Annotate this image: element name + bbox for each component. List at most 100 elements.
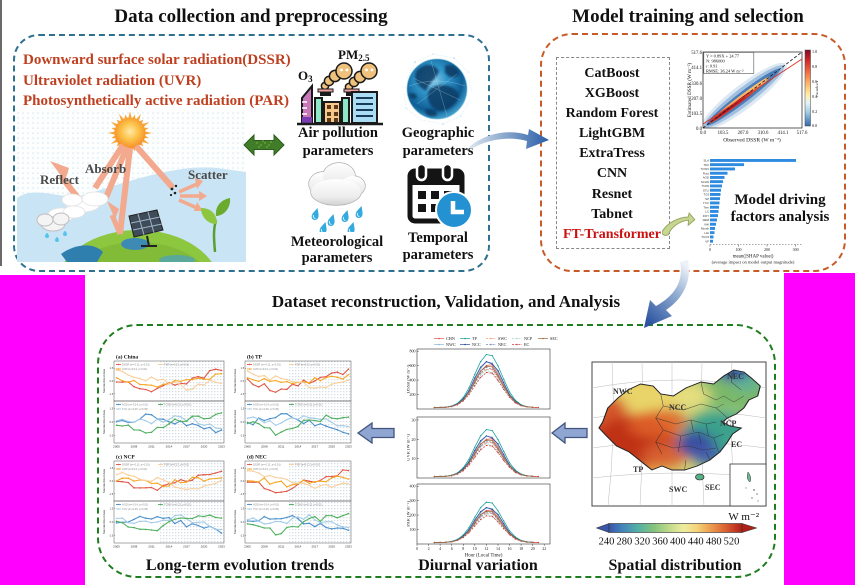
svg-text:2017: 2017 <box>311 545 318 549</box>
svg-text:Reflect: Reflect <box>40 172 80 187</box>
svg-text:PSR (s=0.12, p<0.01): PSR (s=0.12, p<0.01) <box>164 463 189 467</box>
svg-text:280: 280 <box>617 537 633 548</box>
svg-text:1.5: 1.5 <box>110 407 114 411</box>
svg-text:1.5: 1.5 <box>241 407 245 411</box>
svg-text:TDir: TDir <box>704 163 709 167</box>
svg-text:NEC: NEC <box>727 372 744 381</box>
svg-text:414.1: 414.1 <box>778 131 789 136</box>
svg-text:0.0: 0.0 <box>812 123 817 128</box>
svg-text:520: 520 <box>724 537 740 548</box>
svg-text:0.0: 0.0 <box>241 479 245 483</box>
svg-text:LHI: LHI <box>705 231 710 235</box>
svg-text:Observed DSSR (W m⁻²): Observed DSSR (W m⁻²) <box>723 137 781 144</box>
svg-text:400: 400 <box>670 537 686 548</box>
svg-text:8: 8 <box>462 546 464 551</box>
svg-text:320: 320 <box>634 537 650 548</box>
svg-text:PSR (s=0.12, p<0.01): PSR (s=0.12, p<0.01) <box>295 463 320 467</box>
svg-text:-1.5: -1.5 <box>240 392 245 396</box>
svg-text:12: 12 <box>484 546 488 551</box>
svg-text:TCC (s=-0.06, p<0.05): TCC (s=-0.06, p<0.05) <box>253 507 279 511</box>
svg-text:2023: 2023 <box>218 545 225 549</box>
svg-text:207.0: 207.0 <box>738 131 749 136</box>
svg-text:1.5: 1.5 <box>241 507 245 511</box>
svg-text:EC: EC <box>731 440 742 449</box>
svg-text:480: 480 <box>706 537 722 548</box>
svg-text:0.0: 0.0 <box>110 520 114 524</box>
svg-text:AOD (s=-0.14, p<0.01): AOD (s=-0.14, p<0.01) <box>253 503 279 507</box>
svg-text:1.5: 1.5 <box>110 507 114 511</box>
svg-text:VF: VF <box>705 239 709 243</box>
svg-text:2008: 2008 <box>131 545 138 549</box>
svg-text:SP: SP <box>705 197 709 201</box>
svg-text:SWC: SWC <box>669 485 687 494</box>
svg-text:4: 4 <box>439 546 441 551</box>
svg-text:20: 20 <box>531 546 535 551</box>
svg-text:Frequency: Frequency <box>816 81 819 98</box>
svg-text:200: 200 <box>410 513 416 518</box>
svg-text:(a) China: (a) China <box>116 354 138 361</box>
svg-text:DSSR (W m⁻²): DSSR (W m⁻²) <box>407 364 411 393</box>
svg-text:PSR (s=0.12, p<0.01): PSR (s=0.12, p<0.01) <box>164 363 189 367</box>
svg-text:O3: O3 <box>298 68 313 84</box>
svg-text:2008: 2008 <box>261 445 268 449</box>
svg-text:DOY: DOY <box>703 214 709 218</box>
svg-text:DSSR (s=-0.11, p<0.01): DSSR (s=-0.11, p<0.01) <box>122 463 150 467</box>
svg-text:UVR (s=0.13, p<0.01): UVR (s=0.13, p<0.01) <box>122 367 147 371</box>
svg-text:0.0: 0.0 <box>241 420 245 424</box>
svg-text:AOD (s=-0.14, p<0.01): AOD (s=-0.14, p<0.01) <box>253 403 279 407</box>
svg-text:(d) NEC: (d) NEC <box>247 454 267 461</box>
svg-text:14: 14 <box>496 546 500 551</box>
svg-text:Standardized data: Standardized data <box>233 509 237 534</box>
svg-text:UVR (s=0.13, p<0.01): UVR (s=0.13, p<0.01) <box>253 367 278 371</box>
svg-text:Standardized data: Standardized data <box>233 468 237 493</box>
svg-text:2017: 2017 <box>311 445 318 449</box>
svg-text:1.5: 1.5 <box>110 366 114 370</box>
svg-text:(c) NCP: (c) NCP <box>116 454 135 461</box>
svg-text:Y = 0.89X + 24.77: Y = 0.89X + 24.77 <box>706 54 740 59</box>
svg-text:2020: 2020 <box>328 545 335 549</box>
svg-text:0.0: 0.0 <box>110 479 114 483</box>
svg-text:800: 800 <box>410 349 416 354</box>
svg-text:(average impact on model outpu: (average impact on model output magnitud… <box>712 260 795 265</box>
svg-text:2011: 2011 <box>148 445 155 449</box>
svg-text:Standardized data: Standardized data <box>102 468 106 493</box>
svg-text:SCLW: SCLW <box>701 180 709 184</box>
svg-text:517.6: 517.6 <box>691 51 702 56</box>
svg-text:Rout: Rout <box>703 171 709 175</box>
svg-text:DSSR (s=-0.11, p<0.01): DSSR (s=-0.11, p<0.01) <box>253 363 281 367</box>
svg-text:200: 200 <box>410 392 416 397</box>
svg-text:2008: 2008 <box>131 445 138 449</box>
svg-text:0.0: 0.0 <box>110 420 114 424</box>
svg-text:330.6: 330.6 <box>691 82 702 87</box>
svg-text:TO3: TO3 <box>703 193 709 197</box>
svg-text:2020: 2020 <box>201 445 208 449</box>
svg-text:-1.5: -1.5 <box>109 433 114 437</box>
svg-text:207.0: 207.0 <box>691 97 702 102</box>
svg-text:-1.5: -1.5 <box>109 533 114 537</box>
svg-text:TCIW: TCIW <box>702 184 710 188</box>
svg-text:TCC (s=-0.06, p<0.05): TCC (s=-0.06, p<0.05) <box>122 407 148 411</box>
svg-text:CHN: CHN <box>446 336 455 341</box>
svg-text:100: 100 <box>410 527 416 532</box>
svg-text:0.4: 0.4 <box>812 94 818 99</box>
svg-text:1.5: 1.5 <box>241 466 245 470</box>
svg-text:18: 18 <box>519 546 523 551</box>
svg-text:0.6: 0.6 <box>812 79 817 84</box>
svg-text:TCC (s=-0.06, p<0.05): TCC (s=-0.06, p<0.05) <box>253 407 279 411</box>
svg-text:Absorb: Absorb <box>85 161 126 176</box>
svg-text:16: 16 <box>508 546 512 551</box>
svg-text:SLA: SLA <box>704 159 710 163</box>
svg-text:240: 240 <box>599 537 615 548</box>
svg-text:200: 200 <box>764 247 770 252</box>
svg-text:Standardized data: Standardized data <box>233 368 237 393</box>
svg-text:Tem: Tem <box>704 205 710 209</box>
svg-text:NWC: NWC <box>446 342 456 347</box>
svg-text:-1.5: -1.5 <box>240 533 245 537</box>
svg-text:TCC: TCC <box>703 201 709 205</box>
svg-text:10: 10 <box>412 456 416 461</box>
svg-text:2: 2 <box>428 546 430 551</box>
svg-text:1.5: 1.5 <box>110 466 114 470</box>
svg-text:2020: 2020 <box>328 445 335 449</box>
svg-text:DSSR (s=-0.11, p<0.01): DSSR (s=-0.11, p<0.01) <box>122 363 150 367</box>
svg-text:NCP: NCP <box>524 336 533 341</box>
